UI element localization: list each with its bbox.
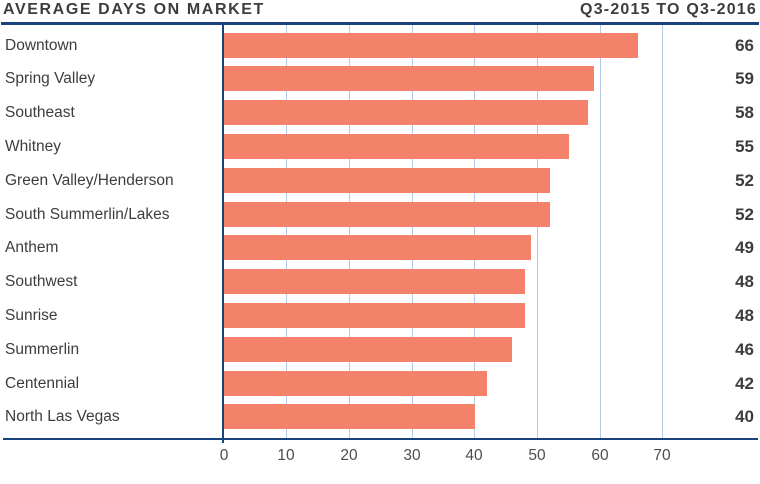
value-label: 52 (735, 205, 754, 224)
bar (224, 303, 525, 328)
category-label: South Summerlin/Lakes (5, 206, 170, 223)
x-tick-label: 50 (528, 447, 546, 464)
bar (224, 371, 487, 396)
category-label: Sunrise (5, 307, 58, 324)
x-tick-label: 30 (403, 447, 421, 464)
bar (224, 168, 550, 193)
value-label: 42 (735, 374, 754, 393)
bar (224, 337, 512, 362)
x-axis-line (3, 438, 758, 440)
gridline (286, 25, 287, 438)
bar (224, 33, 638, 58)
category-label: Southwest (5, 273, 78, 290)
gridline (662, 25, 663, 438)
x-tick-label: 40 (465, 447, 483, 464)
y-axis-line (222, 25, 224, 443)
bar (224, 202, 550, 227)
value-label: 59 (735, 69, 754, 88)
category-label: Spring Valley (5, 70, 96, 87)
bar (224, 235, 531, 260)
gridline (474, 25, 475, 438)
category-label: Anthem (5, 239, 59, 256)
category-label: Green Valley/Henderson (5, 172, 174, 189)
category-label: Centennial (5, 375, 80, 392)
chart-title: AVERAGE DAYS ON MARKET (3, 1, 265, 18)
x-tick-label: 10 (277, 447, 295, 464)
value-label: 46 (735, 340, 754, 359)
gridline (349, 25, 350, 438)
value-label: 40 (735, 407, 754, 426)
gridline (537, 25, 538, 438)
bar (224, 269, 525, 294)
category-label: Downtown (5, 37, 78, 54)
category-label: Whitney (5, 138, 61, 155)
x-tick-label: 70 (653, 447, 671, 464)
value-label: 58 (735, 103, 754, 122)
chart-period-label: Q3-2015 TO Q3-2016 (580, 1, 757, 18)
x-tick-label: 0 (219, 447, 229, 464)
category-label: Summerlin (5, 341, 80, 358)
bar (224, 100, 588, 125)
x-tick-label: 20 (340, 447, 358, 464)
value-label: 48 (735, 272, 754, 291)
bar (224, 66, 594, 91)
value-label: 49 (735, 238, 754, 257)
value-label: 48 (735, 306, 754, 325)
bar (224, 404, 475, 429)
gridline (412, 25, 413, 438)
header-rule (1, 22, 759, 25)
bar (224, 134, 569, 159)
category-label: Southeast (5, 104, 75, 121)
x-tick-label: 60 (591, 447, 609, 464)
value-label: 52 (735, 171, 754, 190)
value-label: 66 (735, 36, 754, 55)
value-label: 55 (735, 137, 754, 156)
gridline (600, 25, 601, 438)
category-label: North Las Vegas (5, 408, 120, 425)
